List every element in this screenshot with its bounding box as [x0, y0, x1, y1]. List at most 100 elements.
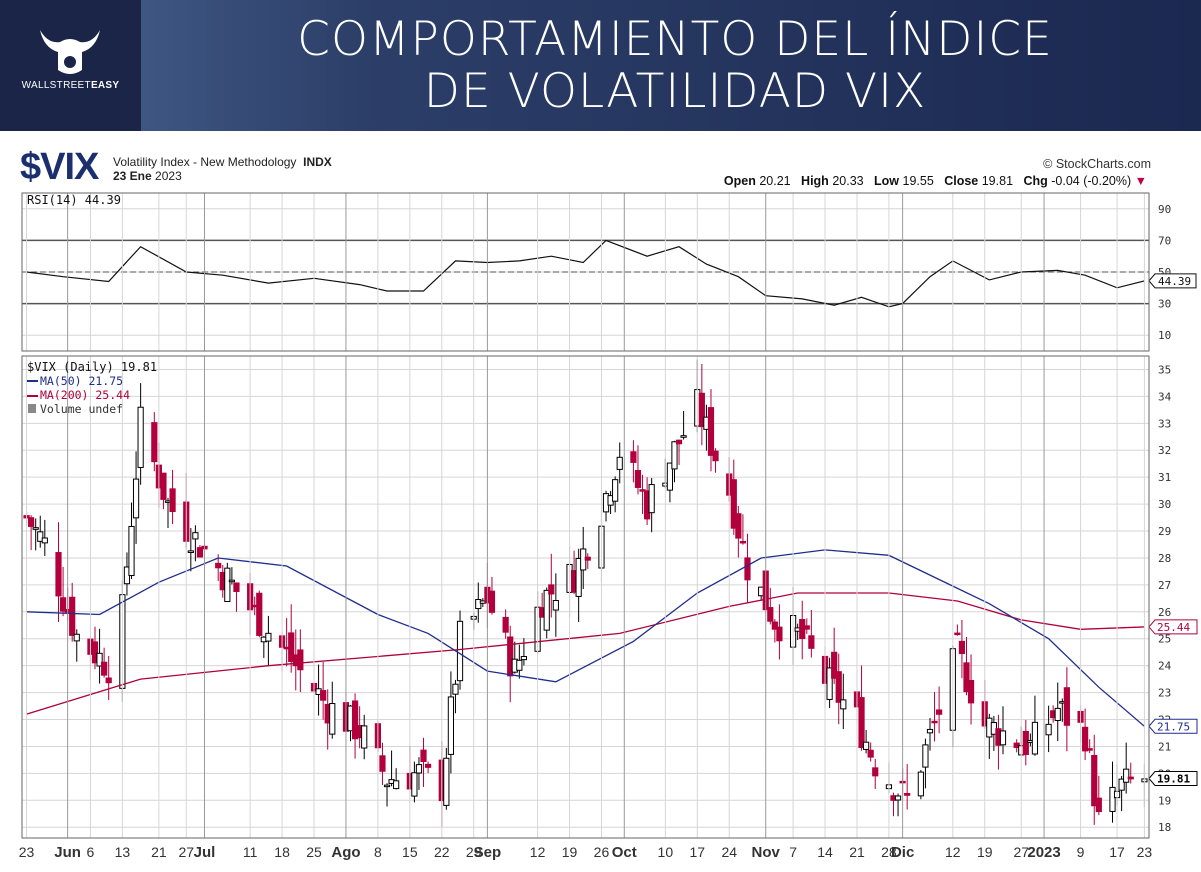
candle-body: [228, 579, 235, 583]
chart-date: 23 Ene 2023: [113, 169, 182, 183]
x-tick-label: 28: [881, 844, 897, 860]
close-tag-box: [1148, 770, 1198, 786]
brand-logo[interactable]: WALLSTREETEASY: [0, 0, 141, 131]
candle-body: [224, 567, 231, 603]
candle-body: [612, 479, 619, 502]
candle-body: [803, 625, 810, 630]
close-tag: 19.81: [1157, 772, 1190, 785]
candle-body: [443, 757, 450, 806]
bull-icon: [40, 30, 100, 74]
candle-body: [1095, 797, 1102, 813]
candle-body: [59, 597, 67, 612]
candle-body: [452, 683, 459, 695]
x-tick-label: Dic: [891, 844, 914, 861]
candle-body: [475, 599, 482, 610]
ma50-line: [26, 549, 1145, 727]
candle-body: [507, 636, 514, 677]
rsi-line: [26, 239, 1145, 308]
candle-body: [917, 771, 924, 797]
candle-body: [543, 589, 550, 631]
x-tick-label: 10: [658, 844, 674, 860]
price-frame: [21, 355, 1150, 839]
price-tick-label: 19: [1158, 794, 1171, 807]
candle-body: [187, 550, 194, 553]
candle-body: [671, 441, 678, 470]
candle-body: [424, 763, 432, 768]
ma200-tag-box: [1148, 619, 1198, 635]
price-tick-label: 21: [1158, 740, 1171, 753]
x-tick-label: Oct: [612, 844, 637, 861]
candle-body: [863, 741, 870, 750]
candle-body: [502, 616, 509, 633]
price-tick-label: 31: [1158, 471, 1171, 484]
price-tick-label: 34: [1158, 390, 1172, 403]
x-tick-label: 13: [115, 844, 131, 860]
x-tick-label: 27: [1013, 844, 1029, 860]
candle-body: [105, 677, 112, 684]
x-tick-label: 29: [466, 844, 482, 860]
candle-body: [361, 725, 368, 749]
candle-body: [1127, 776, 1134, 780]
x-tick-label: 26: [594, 844, 610, 860]
x-tick-label: 19: [562, 844, 578, 860]
candle-body: [1118, 778, 1125, 791]
candle-body: [456, 620, 464, 682]
price-tick-label: 23: [1158, 687, 1171, 700]
candle-body: [1082, 726, 1089, 752]
candle-body: [963, 662, 970, 693]
candle-body: [420, 749, 427, 762]
candle-body: [1063, 687, 1070, 726]
title-banner: [0, 0, 1201, 131]
candle-body: [1109, 786, 1116, 812]
x-tick-label: 15: [402, 844, 418, 860]
candle-body: [137, 406, 144, 468]
candle-body: [160, 472, 167, 500]
candle-body: [351, 700, 359, 740]
candle-body: [922, 744, 929, 768]
price-tick-label: 30: [1158, 498, 1171, 511]
candle-body: [265, 632, 272, 642]
rsi-last-value-box: [1148, 273, 1197, 289]
x-tick-label: 11: [243, 844, 258, 860]
candle-body: [169, 488, 176, 513]
candle-body: [999, 730, 1007, 746]
volume-legend: Volume undef: [40, 402, 123, 416]
candle-body: [616, 456, 623, 470]
candle-body: [379, 755, 386, 772]
banner-title: COMPORTAMIENTO DEL ÍNDICE DE VOLATILIDAD…: [150, 14, 1200, 118]
ma200-tag: 25.44: [1157, 621, 1190, 634]
candle-body: [680, 435, 687, 438]
x-tick-label: Ago: [331, 844, 360, 861]
brand-name: WALLSTREETEASY: [21, 80, 120, 91]
candle-body: [767, 607, 774, 622]
candle-body: [233, 582, 240, 592]
candle-body: [32, 527, 39, 530]
x-tick-label: 2023: [1027, 844, 1060, 861]
candle-body: [926, 728, 934, 734]
candle-body: [1123, 768, 1130, 783]
price-tick-label: 32: [1158, 444, 1171, 457]
x-tick-label: Nov: [752, 844, 781, 861]
x-tick-label: 17: [1109, 844, 1125, 860]
x-tick-label: 21: [849, 844, 865, 860]
ma200-line: [26, 592, 1145, 715]
candle-body: [329, 703, 336, 735]
candle-body: [675, 439, 683, 445]
candle-body: [488, 590, 496, 613]
volume-icon: [28, 404, 36, 413]
candle-body: [931, 720, 938, 724]
candle-body: [1091, 755, 1098, 807]
copyright-notice: © StockCharts.com: [1043, 157, 1151, 171]
candle-body: [552, 600, 559, 611]
candle-body: [128, 525, 135, 577]
x-tick-label: 7: [789, 844, 797, 860]
candle-body: [415, 764, 423, 774]
candle-body: [826, 667, 833, 700]
candle-body: [28, 517, 35, 527]
candle-body: [447, 696, 454, 755]
candle-body: [91, 641, 99, 664]
candle-body: [630, 451, 637, 463]
candle-body: [411, 772, 418, 797]
candle-body: [867, 749, 874, 758]
